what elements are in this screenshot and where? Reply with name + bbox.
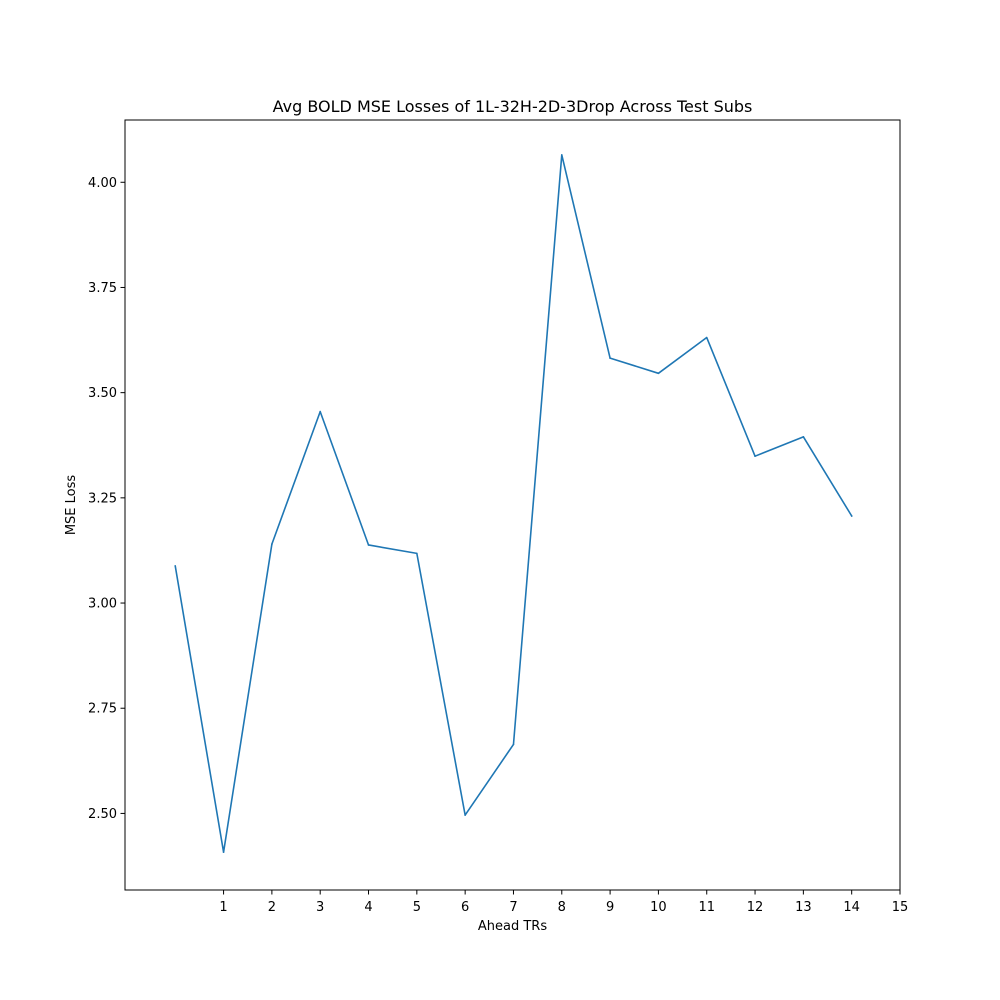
x-tick-label: 4 — [364, 900, 372, 915]
y-tick-label: 2.75 — [88, 702, 117, 717]
data-point — [609, 357, 611, 359]
x-tick-label: 11 — [698, 900, 715, 915]
x-tick-label: 13 — [795, 900, 812, 915]
data-point — [174, 565, 177, 567]
x-tick-label: 7 — [509, 900, 517, 915]
y-tick-label: 3.25 — [88, 491, 117, 506]
data-point — [464, 814, 466, 816]
x-tick-label: 6 — [461, 900, 469, 915]
data-point — [705, 336, 708, 339]
data-point — [319, 410, 322, 413]
data-point — [416, 552, 418, 555]
y-tick-label: 2.50 — [88, 807, 117, 822]
data-point — [512, 743, 515, 746]
y-tick-label: 3.00 — [88, 597, 117, 612]
x-tick-label: 8 — [558, 900, 566, 915]
data-point — [657, 372, 660, 375]
x-axis: 1 2 3 4 5 6 7 8 9 10 11 12 13 14 15 — [219, 890, 908, 915]
data-point — [754, 455, 756, 457]
y-tick-label: 3.50 — [88, 386, 117, 401]
x-axis-label: Ahead TRs — [478, 919, 547, 934]
x-tick-label: 5 — [413, 900, 421, 915]
data-point — [271, 543, 273, 545]
x-tick-label: 3 — [316, 900, 324, 915]
y-axis: 2.50 2.75 3.00 3.25 3.50 3.75 4.00 — [88, 176, 125, 822]
x-tick-label: 12 — [747, 900, 764, 915]
plot-area-frame — [124, 119, 901, 891]
y-axis-label: MSE Loss — [64, 475, 79, 536]
x-tick-label: 2 — [268, 900, 276, 915]
data-point — [560, 154, 563, 156]
x-tick-label: 14 — [843, 900, 860, 915]
x-tick-label: 10 — [650, 900, 667, 915]
plot-series — [174, 154, 853, 853]
data-point — [850, 515, 853, 517]
chart-title: Avg BOLD MSE Losses of 1L-32H-2D-3Drop A… — [273, 97, 753, 116]
data-point — [802, 436, 805, 438]
data-point — [222, 851, 225, 853]
y-tick-label: 3.75 — [88, 281, 117, 296]
x-tick-label: 9 — [606, 900, 614, 915]
data-point — [367, 544, 370, 546]
y-tick-label: 4.00 — [88, 176, 117, 191]
x-tick-label: 15 — [892, 900, 909, 915]
x-tick-label: 1 — [219, 900, 227, 915]
